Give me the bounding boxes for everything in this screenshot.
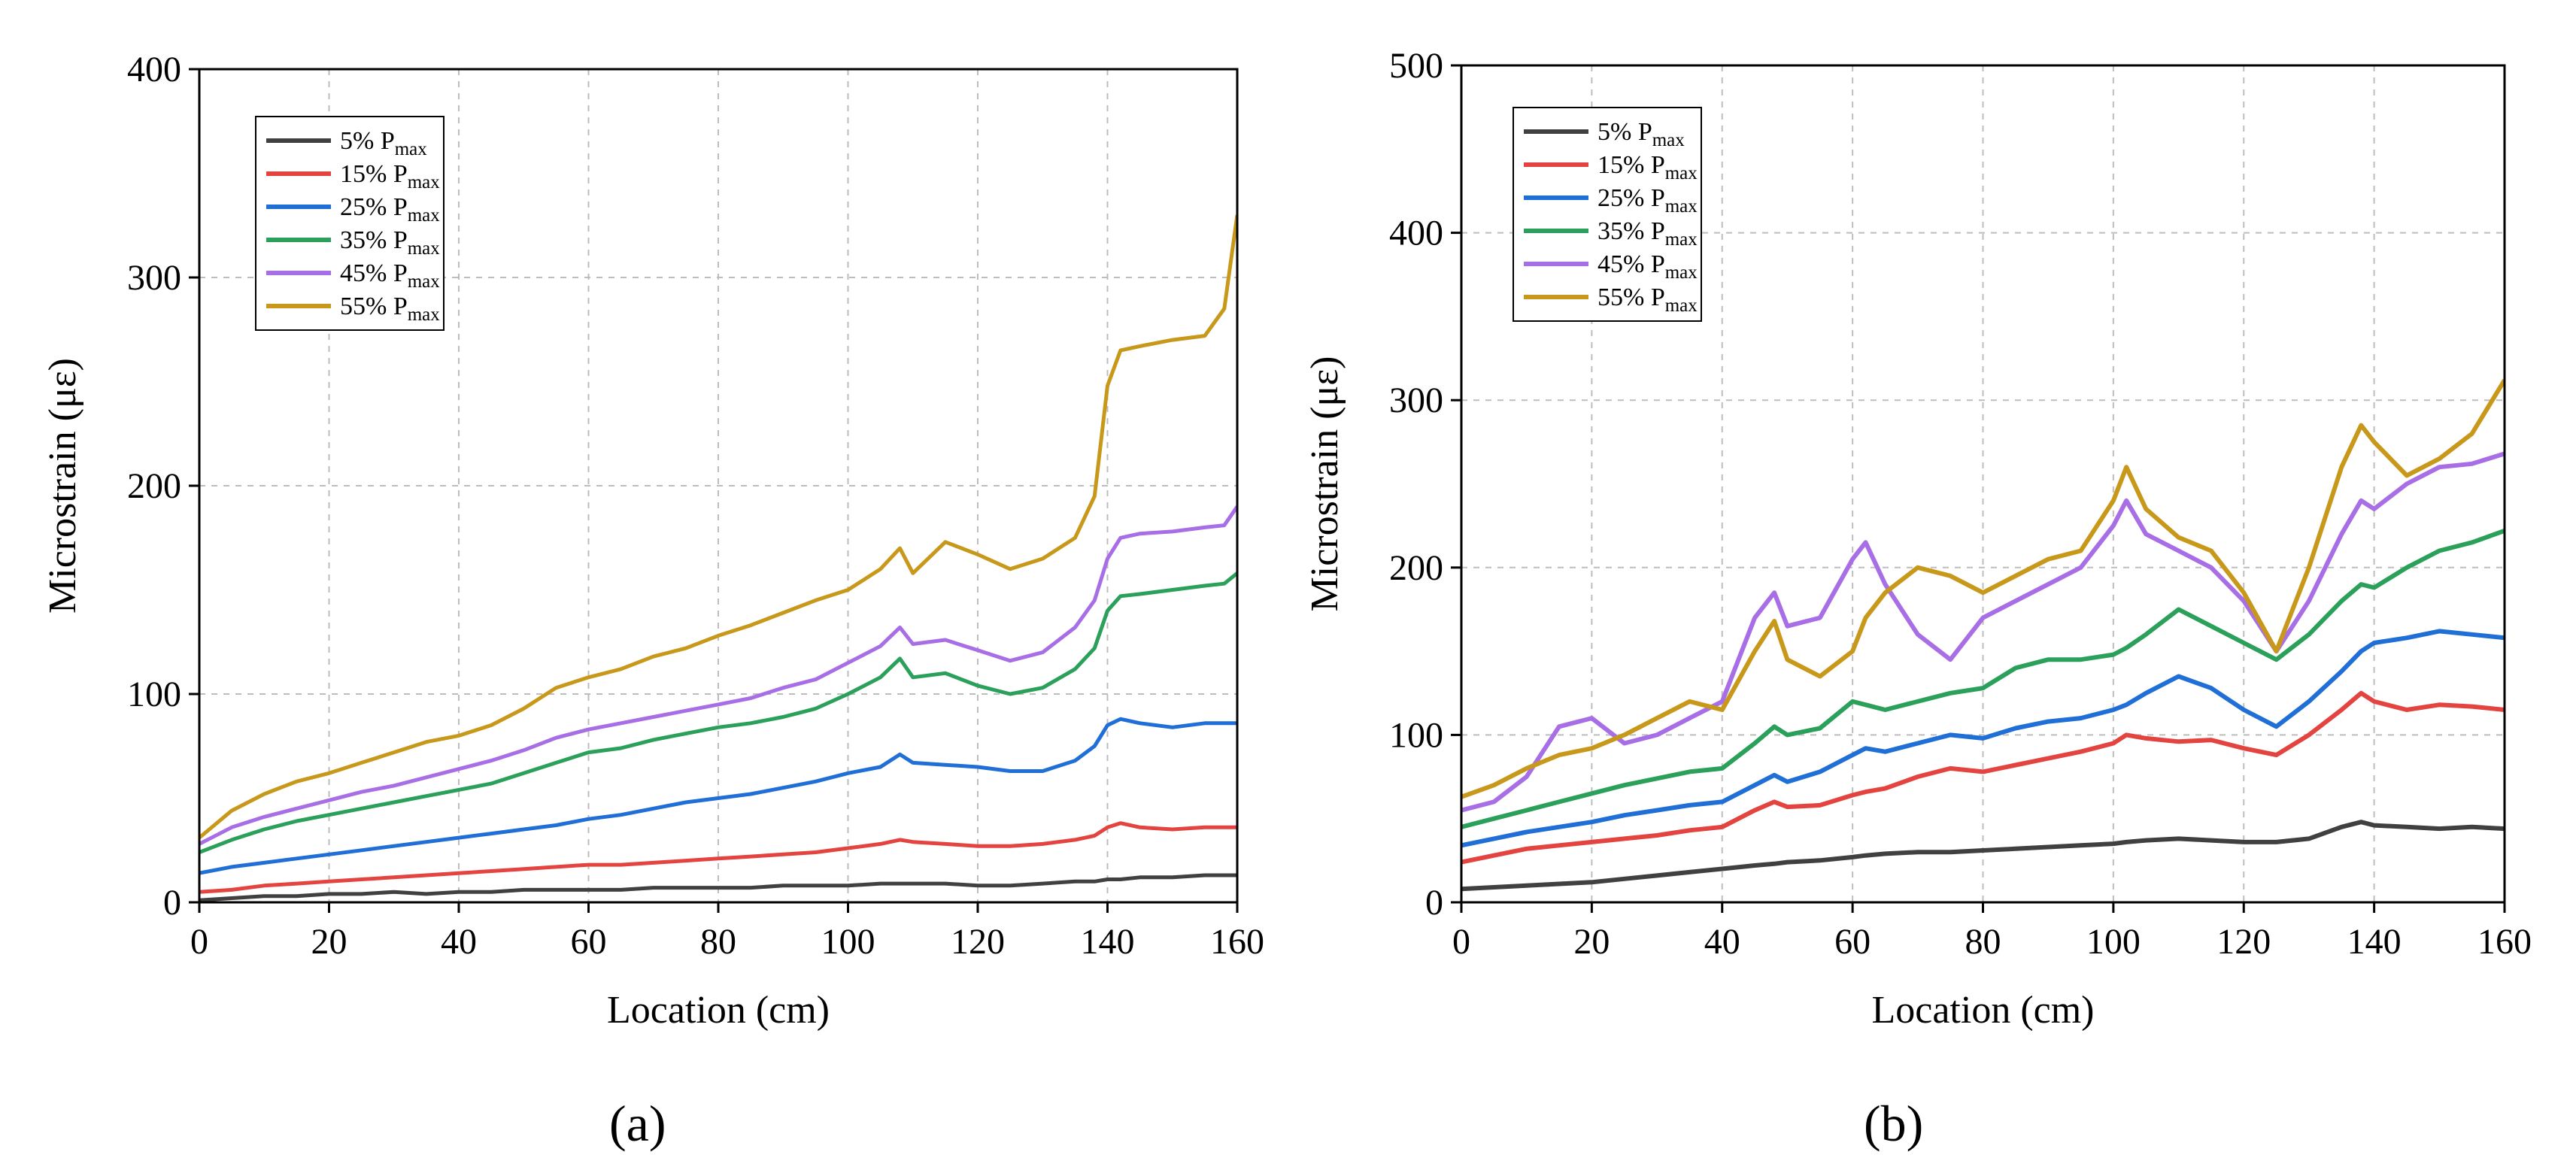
x-tick-label: 120 (951, 922, 1005, 962)
series-line-45-pmax (199, 505, 1237, 846)
panel-label-b: (b) (1864, 1095, 1924, 1152)
x-tick-label: 40 (441, 922, 477, 962)
legend-box (1513, 107, 1702, 322)
x-tick-label: 100 (2086, 922, 2141, 962)
y-axis-title: Microstrain (με) (1303, 356, 1346, 612)
series-line-35-pmax (199, 571, 1237, 854)
x-tick-label: 0 (1452, 922, 1470, 962)
panel-label-a: (a) (609, 1095, 666, 1152)
chart-a: 0 20 40 60 80 100 120 140 160 0 100 200 300 400 Locati… (41, 50, 1264, 1032)
x-tick-label: 60 (1834, 922, 1871, 962)
legend-box (255, 116, 445, 331)
x-axis-title: Location (cm) (1872, 989, 2095, 1032)
x-tick-label: 120 (2216, 922, 2271, 962)
legend-label: 55% Pmax (340, 292, 440, 325)
y-tick-label: 200 (127, 466, 181, 506)
y-tick-label: 400 (1389, 214, 1443, 253)
x-tick-label: 160 (1210, 922, 1264, 962)
series-line-25-pmax (1461, 629, 2505, 848)
x-tick-label: 60 (571, 922, 607, 962)
series-line-35-pmax (1461, 528, 2505, 829)
y-tick-label: 100 (1389, 715, 1443, 755)
series-line-15-pmax (1461, 690, 2505, 865)
x-tick-label: 40 (1704, 922, 1740, 962)
series-line-45-pmax (1461, 451, 2505, 813)
x-tick-label: 140 (2347, 922, 2402, 962)
x-tick-label: 140 (1081, 922, 1135, 962)
series-group (199, 214, 1237, 902)
chart-b: 0 20 40 60 80 100 120 140 160 0 100 200 300 400 500 Loc… (1303, 46, 2532, 1032)
x-tick-label: 100 (821, 922, 875, 962)
y-tick-label: 300 (127, 258, 181, 298)
y-tick-label: 100 (127, 674, 181, 714)
series-line-25-pmax (199, 717, 1237, 875)
legend-label: 15% Pmax (1597, 151, 1698, 183)
series-line-15-pmax (199, 821, 1237, 894)
y-axis-title: Microstrain (με) (41, 358, 84, 614)
y-tick-label: 300 (1389, 380, 1443, 420)
y-tick-label: 500 (1389, 46, 1443, 86)
series-line-55-pmax (199, 214, 1237, 840)
x-tick-label: 80 (700, 922, 736, 962)
x-axis-title: Location (cm) (607, 989, 830, 1032)
x-tick-label: 20 (1573, 922, 1610, 962)
series-line-55-pmax (1461, 378, 2505, 799)
y-tick-label: 0 (163, 883, 181, 923)
series-line-5-pmax (1461, 820, 2505, 892)
series-group (1461, 378, 2505, 892)
x-tick-label: 160 (2477, 922, 2532, 962)
x-tick-label: 80 (1965, 922, 2001, 962)
x-tick-label: 0 (190, 922, 208, 962)
series-line-5-pmax (199, 873, 1237, 902)
y-tick-label: 200 (1389, 548, 1443, 588)
y-tick-label: 400 (127, 50, 181, 89)
x-tick-label: 20 (311, 922, 347, 962)
y-tick-label: 0 (1425, 883, 1443, 923)
